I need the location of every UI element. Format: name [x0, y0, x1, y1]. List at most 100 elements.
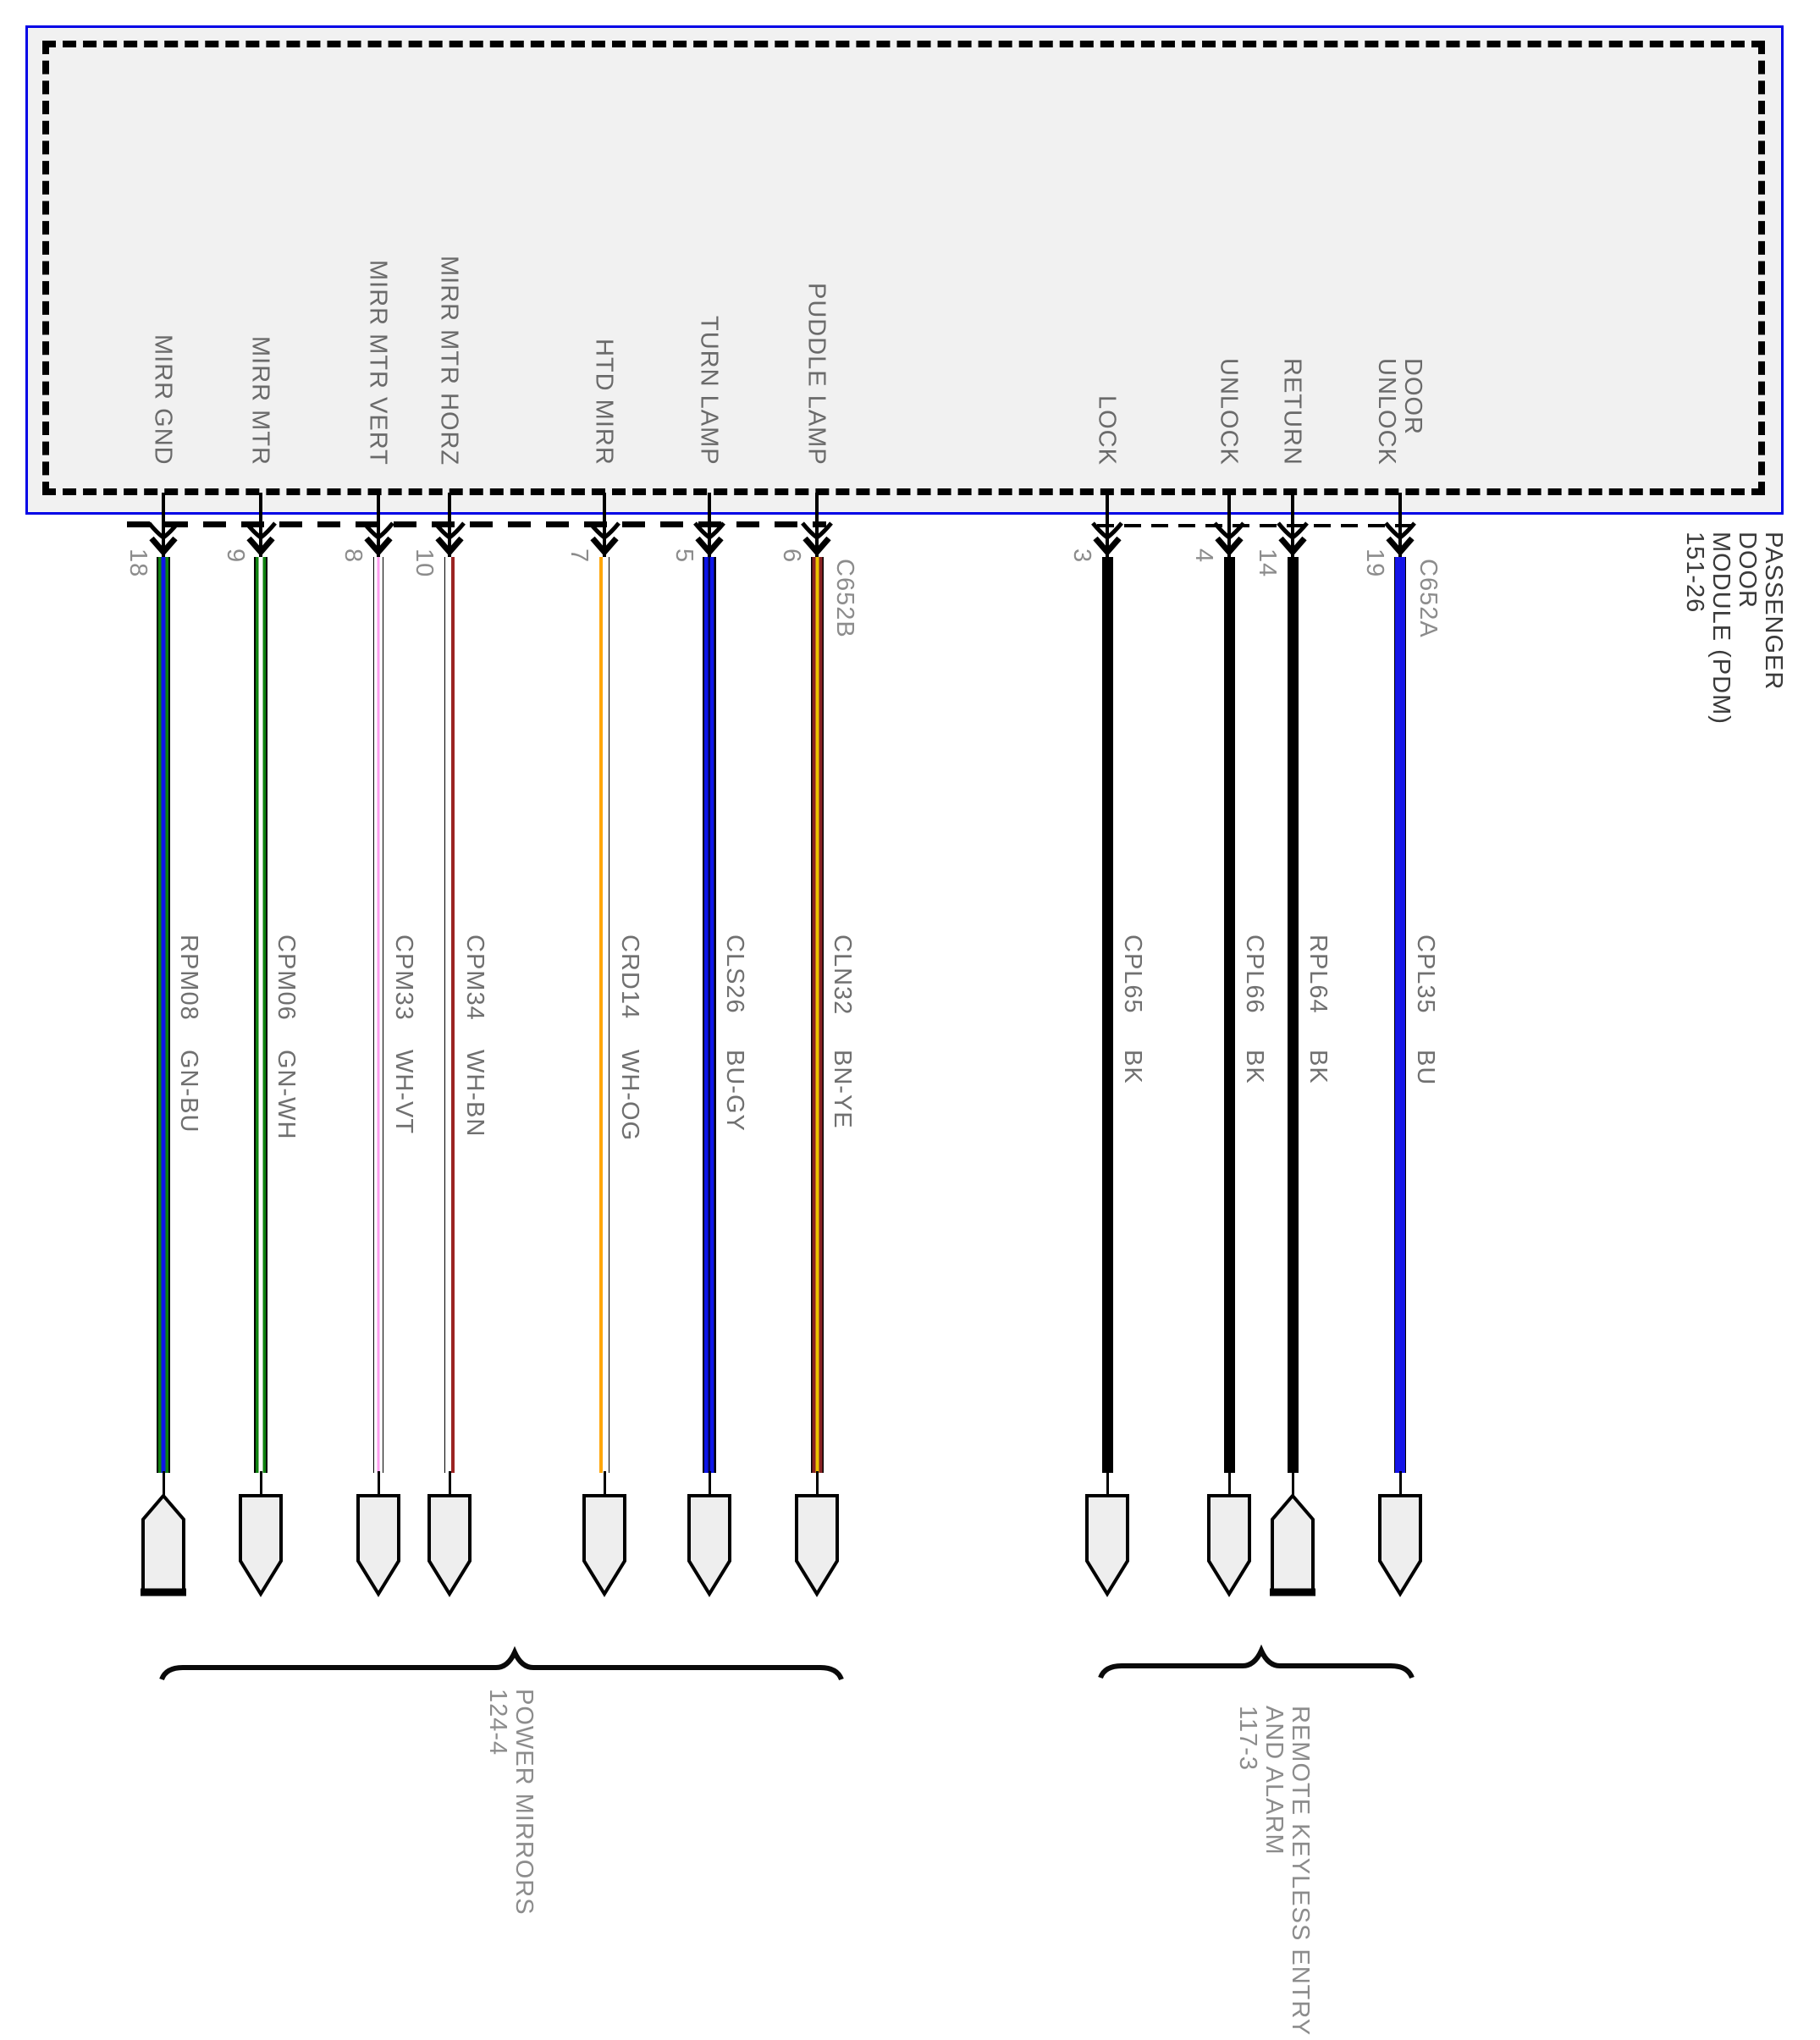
pin-number: 4 — [1190, 549, 1217, 564]
wire-body — [1394, 557, 1406, 1473]
wire-body — [1101, 557, 1113, 1473]
circuit-label: CRD14 — [616, 935, 643, 1020]
connector-arrow-icon — [1091, 516, 1123, 557]
terminal-neck — [1292, 1471, 1294, 1497]
group-label-remote-keyless: REMOTE KEYLESS ENTRY AND ALARM 117-3 — [1234, 1706, 1314, 2037]
terminal-neck — [163, 1471, 165, 1497]
pin-function-label: UNLOCK — [1215, 358, 1243, 466]
pin-function-label: MIRR MTR HORZ — [435, 255, 463, 466]
pin-number: 10 — [411, 549, 438, 578]
circuit-label: CLS26 — [721, 935, 748, 1014]
module-dashed-outline — [42, 41, 1765, 495]
pin-function-label: MIRR GND — [149, 334, 177, 466]
pin-function-label: MIRR MTR — [246, 336, 274, 466]
wire-body — [444, 557, 455, 1473]
terminal-pin — [1085, 1494, 1129, 1597]
connector-label: C652A — [1415, 559, 1442, 638]
terminal-neck — [709, 1471, 711, 1497]
terminal-neck — [378, 1471, 380, 1497]
terminal-pin — [427, 1494, 472, 1597]
pin-number: 3 — [1068, 549, 1095, 564]
wire-color-code: BK — [1241, 1050, 1268, 1084]
wire-body — [1223, 557, 1235, 1473]
circuit-label: CPL66 — [1241, 935, 1268, 1014]
wire-color-code: BK — [1304, 1050, 1332, 1084]
pin-number: 19 — [1361, 549, 1388, 578]
terminal-pin — [1207, 1494, 1251, 1597]
wire-body — [373, 557, 383, 1473]
circuit-label: CPM33 — [390, 935, 417, 1021]
wire-color-code: WH-OG — [616, 1050, 643, 1142]
terminal-pin — [582, 1494, 626, 1597]
circuit-label: CPL35 — [1412, 935, 1439, 1014]
terminal-pin — [795, 1494, 839, 1597]
pin-number: 14 — [1254, 549, 1281, 578]
connector-arrow-icon — [245, 516, 277, 557]
module-label: PASSENGER DOOR MODULE (PDM) 151-26 — [1681, 532, 1787, 725]
terminal-pin — [141, 1493, 186, 1596]
wire-color-code: BK — [1119, 1050, 1146, 1084]
connector-arrow-icon — [147, 516, 179, 557]
circuit-label: CPM06 — [273, 935, 300, 1021]
pin-number: 8 — [339, 549, 367, 564]
circuit-label: CPM34 — [461, 935, 488, 1021]
pin-function-label: MIRR MTR VERT — [364, 260, 392, 466]
connector-arrow-icon — [801, 516, 833, 557]
pin-function-label: PUDDLE LAMP — [802, 283, 830, 466]
pin-function-label: LOCK — [1093, 395, 1121, 466]
terminal-pin — [1378, 1494, 1422, 1597]
pin-number: 18 — [124, 549, 152, 578]
pin-number: 6 — [778, 549, 805, 564]
wire-body — [1287, 557, 1299, 1473]
connector-arrow-icon — [1384, 516, 1416, 557]
terminal-neck — [260, 1471, 262, 1497]
wire-body — [810, 557, 824, 1473]
wire-color-code: GN-WH — [273, 1050, 300, 1140]
connector-arrow-icon — [433, 516, 466, 557]
brace-remote-keyless — [1098, 1644, 1415, 1679]
wire-color-code: BN-YE — [829, 1050, 856, 1129]
connector-boundary-c652b — [127, 521, 826, 527]
wire-color-code: BU-GY — [721, 1050, 748, 1132]
module-box — [25, 25, 1784, 515]
wire-color-code: WH-VT — [390, 1050, 417, 1135]
connector-label: C652B — [831, 559, 858, 638]
circuit-label: CLN32 — [829, 935, 856, 1016]
wire-color-code: BU — [1412, 1050, 1439, 1086]
circuit-label: CPL65 — [1119, 935, 1146, 1014]
terminal-neck — [1228, 1471, 1231, 1497]
wire-body — [599, 557, 609, 1473]
pin-function-label: DOOR UNLOCK — [1373, 358, 1426, 466]
terminal-pin — [356, 1494, 400, 1597]
wire-color-code: GN-BU — [175, 1050, 202, 1133]
terminal-neck — [449, 1471, 451, 1497]
connector-arrow-icon — [588, 516, 620, 557]
connector-boundary-c652a — [1097, 524, 1412, 527]
connector-arrow-icon — [693, 516, 725, 557]
wire-body — [703, 557, 716, 1473]
wire-body — [254, 557, 267, 1473]
terminal-neck — [816, 1471, 819, 1497]
terminal-neck — [604, 1471, 606, 1497]
terminal-pin — [687, 1494, 731, 1597]
group-label-power-mirrors: POWER MIRRORS 124-4 — [484, 1689, 538, 1916]
wire-body — [157, 557, 170, 1473]
terminal-pin — [239, 1494, 283, 1597]
terminal-neck — [1399, 1471, 1402, 1497]
connector-arrow-icon — [362, 516, 394, 557]
connector-arrow-icon — [1277, 516, 1309, 557]
wire-color-code: WH-BN — [461, 1050, 488, 1138]
circuit-label: RPM08 — [175, 935, 202, 1021]
connector-arrow-icon — [1213, 516, 1245, 557]
circuit-label: RPL64 — [1304, 935, 1332, 1014]
pin-function-label: HTD MIRR — [590, 339, 618, 466]
terminal-pin — [1270, 1493, 1315, 1596]
pin-number: 7 — [565, 549, 593, 564]
pin-function-label: TURN LAMP — [695, 316, 723, 466]
pin-number: 9 — [222, 549, 249, 564]
brace-power-mirrors — [159, 1646, 844, 1681]
terminal-neck — [1106, 1471, 1109, 1497]
pin-number: 5 — [670, 549, 698, 564]
pin-function-label: RETURN — [1278, 358, 1306, 466]
